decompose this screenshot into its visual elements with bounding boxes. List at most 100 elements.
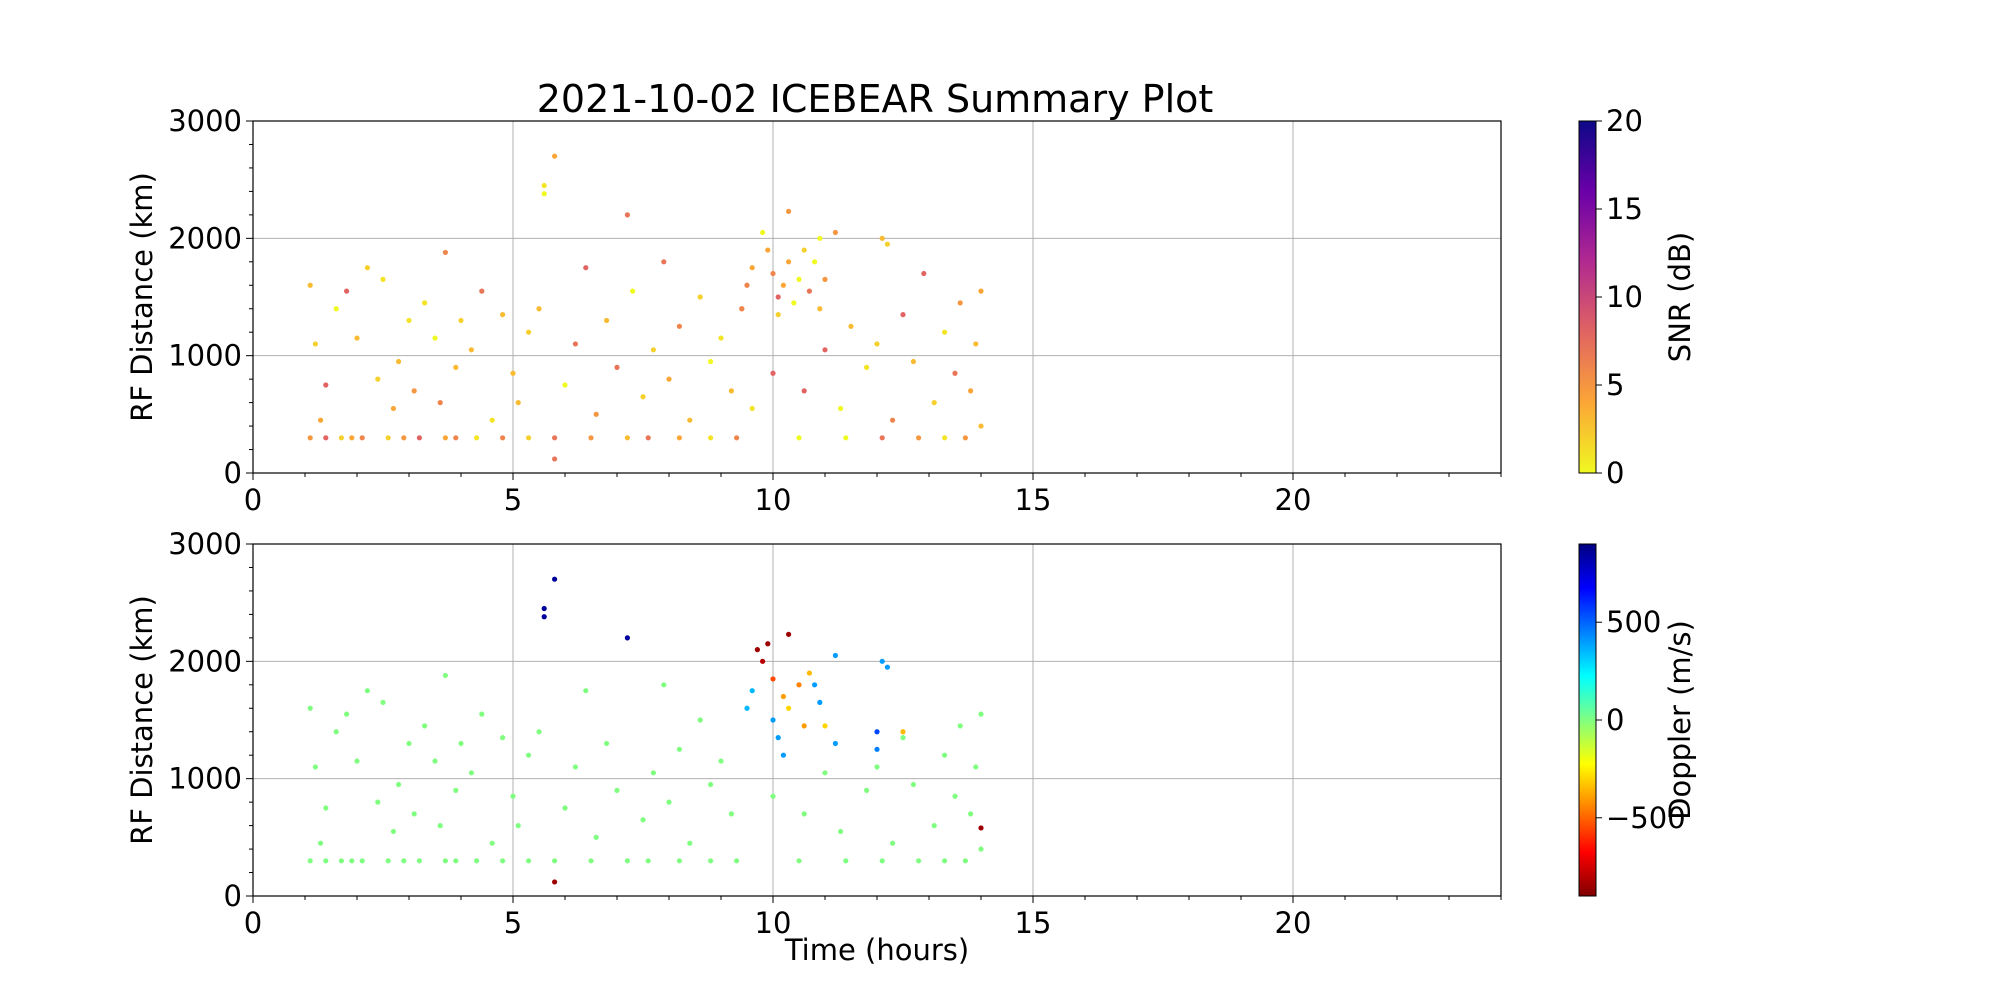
scatter-point <box>817 699 823 706</box>
x-tick-label: 20 <box>1275 906 1312 940</box>
scatter-point <box>380 276 386 282</box>
scatter-point <box>744 705 750 711</box>
scatter-point <box>526 858 532 864</box>
scatter-point <box>323 805 329 811</box>
scatter-point <box>754 647 761 653</box>
colorbar-tick-label: −500 <box>1606 801 1686 835</box>
scatter-point <box>344 711 350 717</box>
scatter-point <box>442 249 448 256</box>
scatter-point <box>962 435 969 441</box>
plot-frame <box>252 543 1502 897</box>
scatter-point <box>604 740 610 747</box>
scatter-point <box>822 723 828 729</box>
scatter-point <box>697 294 703 300</box>
scatter-point <box>796 435 802 441</box>
grid-lines <box>253 121 1501 473</box>
scatter-point <box>442 672 448 679</box>
scatter-point <box>552 576 558 582</box>
scatter-point <box>879 858 885 864</box>
scatter-point <box>884 241 891 247</box>
scatter-point <box>978 846 984 852</box>
scatter-point <box>708 858 714 864</box>
colorbar-gradient <box>1578 120 1597 474</box>
scatter-point <box>307 282 313 288</box>
scatter-point <box>968 388 974 394</box>
scatter-point <box>864 787 870 794</box>
scatter-point <box>765 641 771 647</box>
x-tick-label: 0 <box>244 906 262 940</box>
scatter-point <box>661 259 667 265</box>
x-tick-label: 10 <box>755 483 792 517</box>
scatter-point <box>572 341 579 347</box>
scatter-point <box>838 405 844 412</box>
scatter-point <box>812 259 818 265</box>
scatter-point <box>323 435 329 441</box>
scatter-point <box>510 793 516 799</box>
scatter-point <box>765 247 771 253</box>
scatter-point <box>770 676 776 682</box>
colorbar-tick-label: 0 <box>1606 703 1624 737</box>
scatter-point <box>416 435 422 441</box>
scatter-point <box>380 699 386 706</box>
scatter-point <box>775 294 781 300</box>
scatter-point <box>479 711 485 717</box>
scatter-point <box>817 306 823 312</box>
scatter-point <box>416 858 422 864</box>
scatter-point <box>624 435 631 441</box>
scatter-point <box>562 382 568 388</box>
x-tick-label: 15 <box>1015 483 1052 517</box>
scatter-point <box>864 364 870 370</box>
scatter-point <box>879 235 885 241</box>
scatter-point <box>500 858 506 864</box>
scatter-point <box>552 456 558 462</box>
scatter-point <box>718 335 724 341</box>
scatter-point <box>338 858 344 864</box>
colorbar-tick-label: 0 <box>1606 456 1624 490</box>
scatter-point <box>744 282 750 288</box>
scatter-point <box>843 858 849 864</box>
scatter-point <box>526 329 532 335</box>
scatter-point <box>718 758 724 764</box>
scatter-point <box>432 335 438 341</box>
scatter-point <box>884 664 891 670</box>
x-axis-label: Time (hours) <box>784 933 969 967</box>
scatter-point <box>375 799 381 805</box>
scatter-point <box>536 729 542 735</box>
doppler-scatter-points <box>307 576 984 885</box>
scatter-point <box>364 688 370 694</box>
scatter-point <box>931 823 937 829</box>
scatter-point <box>354 335 360 341</box>
scatter-point <box>390 828 396 835</box>
scatter-point <box>900 735 906 741</box>
scatter-point <box>822 770 828 776</box>
scatter-point <box>333 729 339 735</box>
scatter-point <box>921 270 927 277</box>
scatter-point <box>359 435 365 441</box>
colorbar-tick-label: 20 <box>1606 104 1643 138</box>
scatter-point <box>728 388 735 394</box>
snr-panel: 0 5 10 15 20 0 1000 2000 3000 RF Distance (km) <box>125 104 1502 517</box>
scatter-point <box>942 858 948 864</box>
scatter-point <box>775 312 781 318</box>
scatter-point <box>749 265 755 271</box>
y-tick-labels: 0 1000 2000 3000 <box>168 527 242 913</box>
scatter-point <box>406 740 412 747</box>
scatter-point <box>489 840 495 846</box>
scatter-point <box>952 793 958 799</box>
scatter-point <box>775 735 781 741</box>
scatter-point <box>401 858 407 864</box>
scatter-point <box>931 400 937 406</box>
scatter-point <box>458 317 464 324</box>
scatter-point <box>890 840 896 846</box>
y-tick-label: 3000 <box>168 104 242 138</box>
scatter-point <box>666 799 672 805</box>
scatter-point <box>614 787 620 794</box>
minor-ticks <box>246 543 1502 903</box>
scatter-point <box>349 435 355 441</box>
scatter-point <box>526 752 532 758</box>
scatter-point <box>318 840 324 846</box>
scatter-point <box>843 435 849 441</box>
scatter-point <box>822 276 828 282</box>
scatter-point <box>562 805 568 811</box>
